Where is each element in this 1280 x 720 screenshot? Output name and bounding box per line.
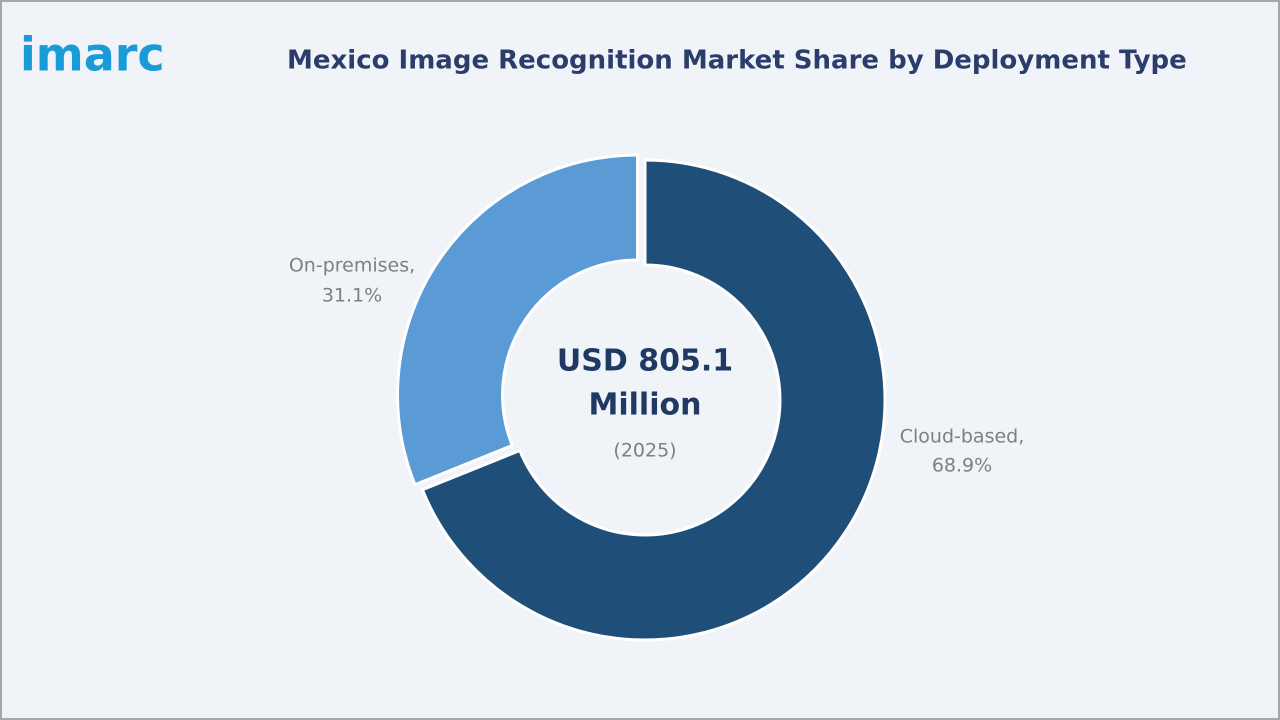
center-subtext: (2025): [613, 440, 676, 462]
slice-value-label: 68.9%: [932, 455, 992, 477]
donut-slice: [396, 153, 640, 487]
slice-label: Cloud-based,: [900, 426, 1025, 448]
center-text: Million: [589, 388, 702, 423]
slice-value-label: 31.1%: [322, 285, 382, 307]
chart-title: Mexico Image Recognition Market Share by…: [287, 46, 1187, 76]
slice-label: On-premises,: [289, 255, 415, 277]
donut-slice: [420, 158, 887, 642]
logo: imarc: [20, 28, 165, 82]
center-text: USD 805.1: [557, 344, 733, 379]
